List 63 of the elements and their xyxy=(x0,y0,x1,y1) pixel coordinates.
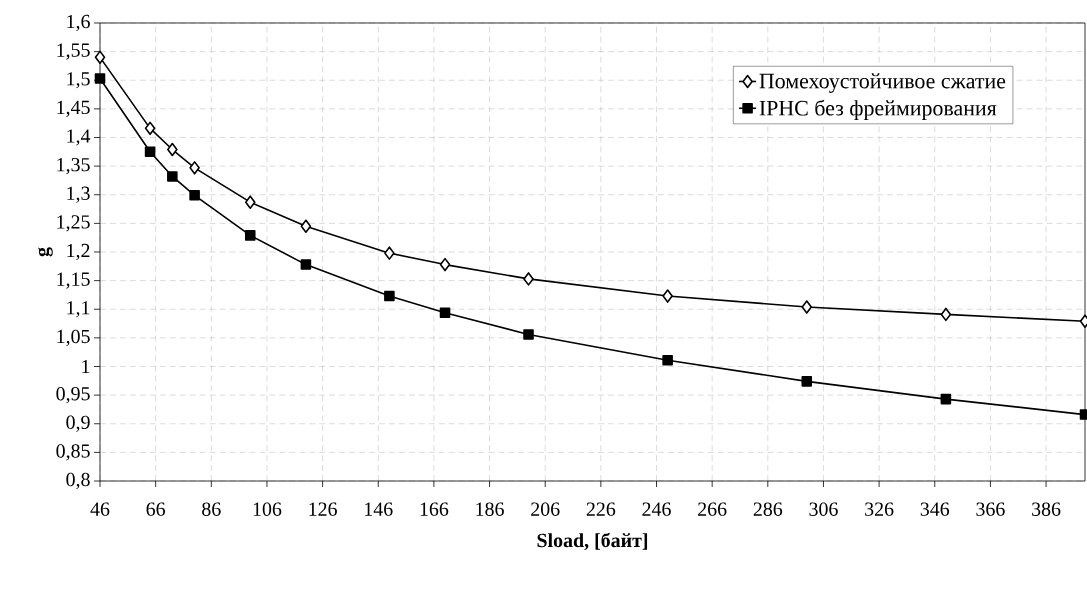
x-tick-label: 126 xyxy=(309,502,337,516)
legend-label: Помехоустойчивое сжатие xyxy=(759,73,1006,93)
point xyxy=(244,230,256,241)
point xyxy=(244,195,256,209)
x-tick-label: 326 xyxy=(865,502,894,516)
y-tick-label: 0,9 xyxy=(66,415,90,432)
point xyxy=(384,290,395,302)
y-tick-label: 1,45 xyxy=(57,100,90,117)
point xyxy=(189,161,200,175)
y-tick-label: 1,1 xyxy=(67,301,90,318)
x-tick-label: 206 xyxy=(531,502,560,516)
x-tick-label: 306 xyxy=(809,502,838,516)
point xyxy=(94,73,106,84)
x-tick-label: 86 xyxy=(202,502,221,516)
x-tick-label: 66 xyxy=(146,502,166,516)
y-tick-label: 1,25 xyxy=(57,215,90,232)
y-axis-title: g xyxy=(38,247,53,257)
y-tick-label: 0,8 xyxy=(66,472,90,490)
point xyxy=(439,307,451,318)
y-tick-label: 1,4 xyxy=(67,129,91,146)
x-tick-label: 346 xyxy=(920,502,950,516)
x-tick-label: 246 xyxy=(642,502,671,516)
point xyxy=(801,300,813,314)
legend-label: IPHC без фреймирования xyxy=(759,99,997,121)
point xyxy=(167,142,178,157)
x-tick-label: 386 xyxy=(1032,502,1061,516)
point xyxy=(94,50,106,65)
y-tick-label: 1,05 xyxy=(57,329,90,347)
point xyxy=(662,354,673,366)
y-tick-label: 1,2 xyxy=(67,243,90,261)
y-tick-label: 0,95 xyxy=(56,386,90,404)
point xyxy=(300,219,312,234)
x-tick-label: 266 xyxy=(698,502,727,516)
x-tick-label: 146 xyxy=(365,502,393,516)
y-tick-label: 1,15 xyxy=(57,272,90,289)
point xyxy=(940,393,952,405)
point xyxy=(167,171,178,182)
x-tick-label: 186 xyxy=(476,502,504,516)
x-tick-label: 106 xyxy=(253,502,282,516)
point xyxy=(384,246,395,260)
point xyxy=(523,272,534,286)
y-tick-label: 1 xyxy=(82,359,90,374)
x-tick-label: 286 xyxy=(753,502,783,516)
point xyxy=(662,289,673,303)
y-tick-label: 1,3 xyxy=(67,186,90,203)
point xyxy=(144,121,156,136)
y-tick-label: 1,35 xyxy=(57,158,90,175)
point xyxy=(439,257,451,272)
y-tick-label: 1,55 xyxy=(57,43,90,60)
x-tick-label: 46 xyxy=(90,502,110,516)
x-tick-label: 366 xyxy=(976,502,1005,516)
point xyxy=(523,329,534,340)
point xyxy=(300,259,312,270)
x-tick-label: 166 xyxy=(420,502,449,516)
y-tick-label: 1,6 xyxy=(67,14,90,32)
point xyxy=(940,307,952,322)
x-tick-label: 226 xyxy=(586,502,616,516)
point xyxy=(189,190,200,201)
point xyxy=(801,376,813,387)
y-tick-label: 0,85 xyxy=(56,444,90,461)
point xyxy=(144,146,156,158)
x-axis-title: Sload, [байт] xyxy=(537,532,648,551)
y-tick-label: 1,5 xyxy=(67,72,90,89)
